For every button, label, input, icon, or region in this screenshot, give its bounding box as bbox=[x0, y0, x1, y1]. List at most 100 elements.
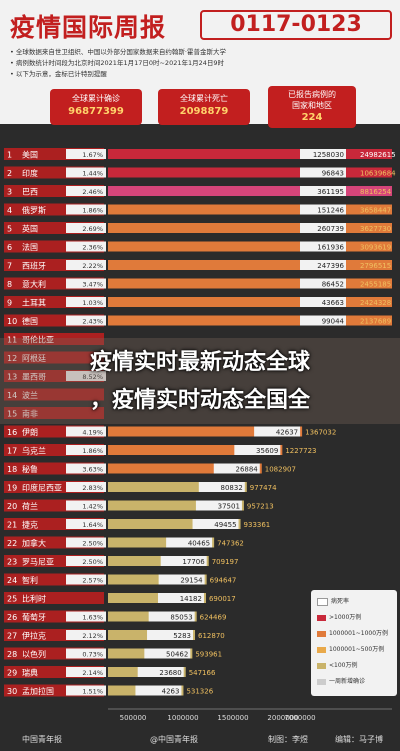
rank-label: 8 bbox=[7, 280, 12, 289]
death-rate-label: 1.51% bbox=[82, 688, 103, 696]
cumulative-label: 624469 bbox=[200, 614, 227, 622]
rank-label: 5 bbox=[7, 225, 12, 234]
death-rate-label: 1.03% bbox=[82, 299, 103, 307]
banner-line-2: ，疫情实时动态全国全 bbox=[89, 388, 311, 413]
rank-label: 15 bbox=[7, 410, 17, 419]
country-label: 比利时 bbox=[22, 594, 46, 604]
cumulative-label: 690017 bbox=[209, 595, 236, 603]
country-label: 土耳其 bbox=[22, 298, 46, 308]
cumulative-bar bbox=[108, 167, 392, 178]
country-label: 印度 bbox=[22, 168, 38, 178]
death-rate-label: 2.50% bbox=[82, 540, 103, 548]
death-rate-box bbox=[66, 463, 106, 474]
death-rate-box bbox=[66, 482, 106, 492]
x-tick-label: 1500000 bbox=[217, 714, 248, 722]
rank-label: 19 bbox=[7, 484, 17, 493]
cumulative-bar bbox=[108, 149, 392, 159]
weekly-new-label: 42637 bbox=[276, 429, 298, 437]
legend-item: 一周新增确诊 bbox=[317, 676, 365, 685]
stat-total-deaths: 全球累计死亡 2098879 bbox=[158, 89, 250, 125]
weekly-new-label: 99044 bbox=[322, 318, 345, 326]
x-tick-label: 500000 bbox=[120, 714, 147, 722]
cumulative-bar bbox=[108, 445, 283, 455]
rank-label: 11 bbox=[7, 336, 17, 345]
cumulative-label: 8816254 bbox=[360, 188, 392, 196]
cumulative-bar bbox=[108, 426, 303, 437]
country-label-bg bbox=[4, 407, 104, 419]
weekly-new-label: 50462 bbox=[166, 651, 188, 659]
legend-swatch bbox=[317, 662, 326, 669]
stat-label: 国家和地区 bbox=[292, 101, 332, 110]
stat-value: 224 bbox=[301, 112, 323, 123]
weekly-new-label: 4263 bbox=[162, 688, 180, 696]
rank-label: 4 bbox=[7, 206, 12, 215]
rank-label: 17 bbox=[7, 447, 17, 456]
rank-label: 24 bbox=[7, 576, 17, 585]
weekly-new-box bbox=[157, 593, 204, 603]
death-rate-label: 2.12% bbox=[82, 632, 103, 640]
cumulative-bar bbox=[108, 463, 262, 474]
death-rate-box bbox=[66, 685, 106, 696]
country-label: 以色列 bbox=[22, 649, 46, 659]
death-rate-label: 1.42% bbox=[82, 503, 103, 511]
legend-swatch bbox=[317, 597, 328, 606]
death-rate-box bbox=[66, 204, 106, 215]
rank-label: 20 bbox=[7, 502, 17, 511]
cumulative-bar bbox=[108, 186, 392, 196]
weekly-new-box bbox=[300, 186, 346, 196]
legend-swatch bbox=[317, 678, 326, 685]
cumulative-bar bbox=[108, 260, 392, 270]
rank-label: 6 bbox=[7, 243, 12, 252]
death-rate-label: 2.22% bbox=[82, 262, 103, 270]
weekly-new-box bbox=[300, 223, 346, 233]
cumulative-bar bbox=[108, 297, 392, 307]
weekly-new-label: 23680 bbox=[159, 669, 181, 677]
death-rate-box bbox=[66, 445, 106, 455]
cumulative-bar bbox=[108, 537, 215, 548]
cumulative-label: 2424328 bbox=[360, 299, 391, 307]
note-line: • 病例数统计时间段为北京时间2021年1月17日0时~2021年1月24日9时 bbox=[10, 59, 225, 67]
death-rate-label: 1.67% bbox=[82, 151, 103, 159]
death-rate-label: 3.63% bbox=[82, 466, 103, 474]
cumulative-bar bbox=[108, 482, 247, 492]
country-label: 荷兰 bbox=[22, 501, 38, 511]
rank-label: 10 bbox=[7, 317, 17, 326]
rank-label: 30 bbox=[7, 687, 17, 696]
weekly-new-box bbox=[137, 667, 184, 677]
weekly-new-box bbox=[254, 426, 301, 437]
legend-swatch bbox=[317, 630, 326, 637]
cumulative-label: 3658447 bbox=[360, 207, 391, 215]
death-rate-box bbox=[66, 371, 106, 381]
country-label: 孟加拉国 bbox=[22, 686, 54, 696]
cumulative-label: 612870 bbox=[198, 632, 225, 640]
cumulative-label: 1082907 bbox=[265, 466, 296, 474]
weekly-new-label: 49455 bbox=[214, 521, 236, 529]
weekly-new-label: 96843 bbox=[322, 170, 344, 178]
cumulative-label: 3627730 bbox=[360, 225, 391, 233]
footer-handle: @中国青年报 bbox=[150, 735, 198, 744]
weekly-new-label: 14182 bbox=[180, 595, 202, 603]
death-rate-box bbox=[66, 630, 106, 640]
weekly-new-label: 43663 bbox=[322, 299, 344, 307]
death-rate-label: 0.73% bbox=[82, 651, 103, 659]
country-label: 瑞典 bbox=[22, 668, 38, 678]
weekly-new-label: 85053 bbox=[170, 614, 192, 622]
cumulative-bar bbox=[108, 315, 392, 326]
weekly-new-label: 5283 bbox=[173, 632, 191, 640]
note-line: • 全球数据来自世卫组织、中国以外部分国家数据来自约翰斯·霍普金斯大学 bbox=[10, 48, 226, 56]
weekly-new-box bbox=[192, 519, 239, 529]
rank-label: 21 bbox=[7, 521, 17, 530]
death-rate-box bbox=[66, 297, 106, 307]
stat-countries: 已报告病例的 国家和地区 224 bbox=[268, 86, 356, 128]
country-label: 罗马尼亚 bbox=[22, 558, 54, 567]
footer-editor: 制图：李煜 bbox=[268, 735, 308, 744]
weekly-new-box bbox=[198, 482, 245, 492]
weekly-new-label: 86452 bbox=[322, 281, 344, 289]
weekly-new-label: 1258030 bbox=[313, 151, 344, 159]
rank-label: 16 bbox=[7, 428, 17, 437]
country-label: 波兰 bbox=[22, 390, 38, 400]
country-label: 意大利 bbox=[22, 279, 46, 289]
country-label: 伊拉克 bbox=[22, 631, 46, 641]
death-rate-box bbox=[66, 260, 106, 270]
footer-designer: 编辑：马子博 bbox=[335, 735, 383, 744]
